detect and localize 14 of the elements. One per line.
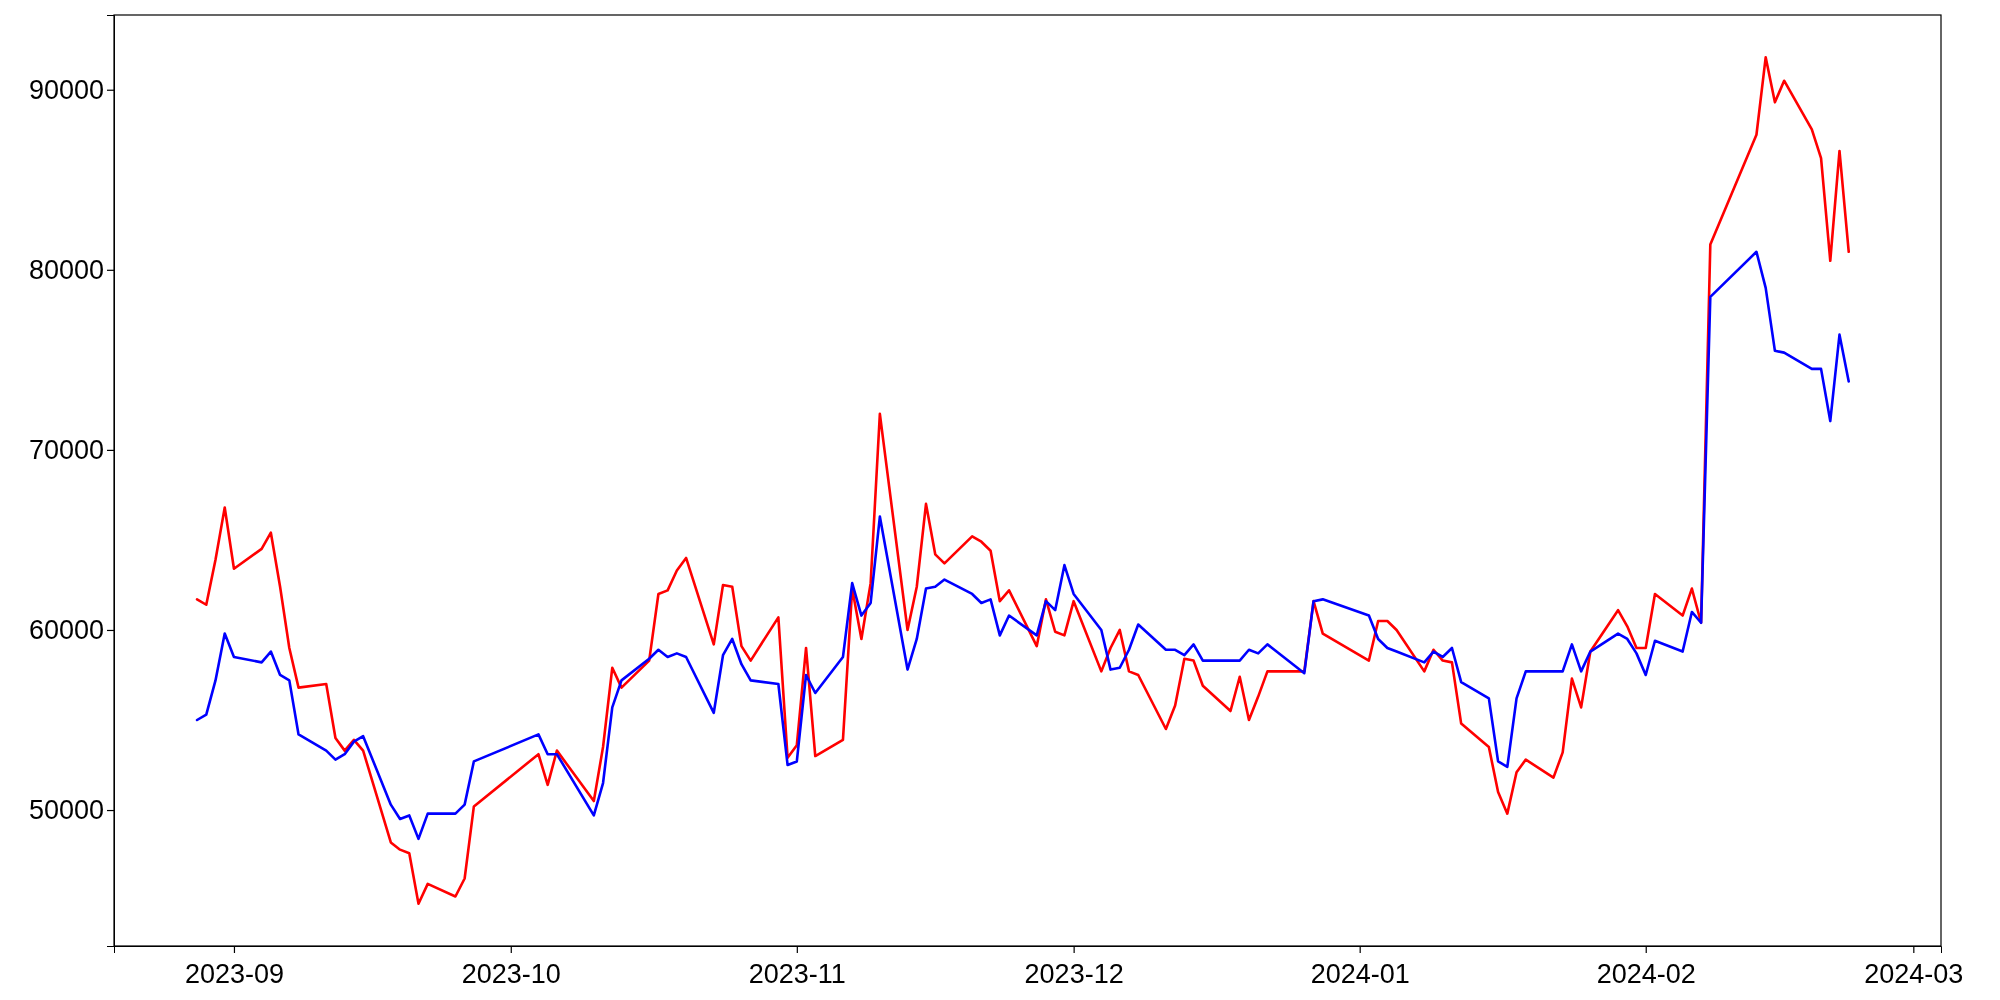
- x-tick-label: 2023-12: [1024, 959, 1124, 989]
- line-series: [195, 250, 1851, 841]
- x-tick-label: 2024-03: [1864, 959, 1964, 989]
- y-tick-label: 80000: [28, 254, 104, 285]
- y-tick-label: 60000: [28, 615, 104, 646]
- x-tick-label: 2024-01: [1310, 959, 1410, 989]
- y-tick-label: 50000: [28, 795, 104, 826]
- line-series: [195, 56, 1851, 905]
- y-tick-label: 90000: [28, 74, 104, 105]
- x-tick-label: 2024-02: [1596, 959, 1696, 989]
- x-tick-label: 2023-11: [748, 959, 846, 989]
- y-tick-label: 70000: [28, 435, 104, 466]
- x-tick-label: 2023-09: [184, 959, 284, 989]
- x-tick-label: 2023-10: [461, 959, 561, 989]
